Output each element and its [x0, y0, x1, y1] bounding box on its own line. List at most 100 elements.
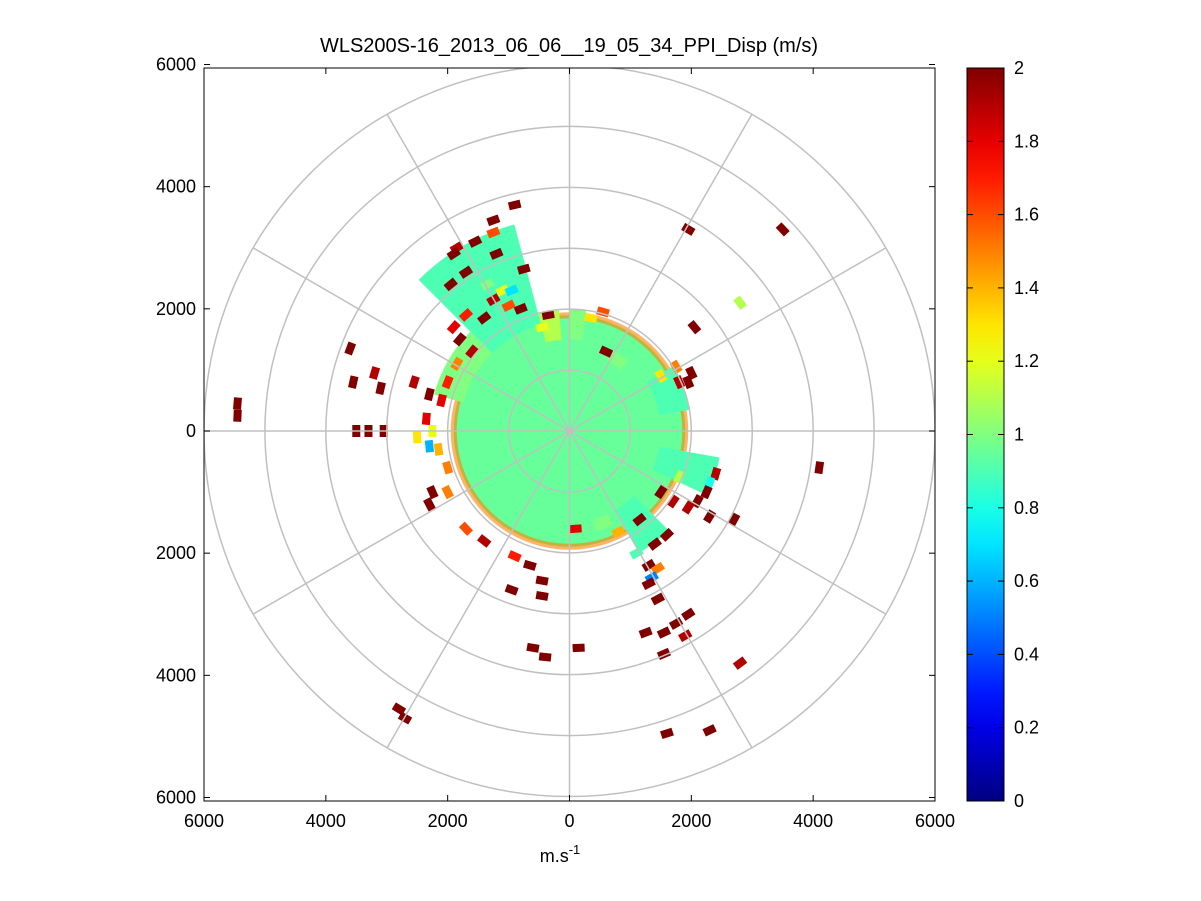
- echo-cell: [535, 590, 549, 601]
- echo-cell: [569, 524, 582, 534]
- echo-cell: [344, 341, 357, 356]
- colorbar-tick-label: 0.4: [1014, 644, 1039, 664]
- echo-cell: [516, 263, 531, 275]
- echo-cell: [433, 442, 444, 456]
- echo-cell: [495, 284, 510, 297]
- echo-cell: [423, 497, 436, 512]
- sector-wedge: [593, 514, 614, 532]
- azimuth-spoke: [386, 430, 571, 749]
- x-axis-label-superscript: -1: [569, 842, 581, 857]
- echo-cell: [669, 359, 683, 375]
- y-tick-label: 2000: [156, 543, 196, 563]
- x-tick-label: 2000: [671, 811, 711, 831]
- y-tick-label: 4000: [156, 177, 196, 197]
- colorbar-tick-label: 0.6: [1014, 571, 1039, 591]
- echo-cell: [700, 484, 713, 500]
- azimuth-spoke: [569, 247, 887, 432]
- axis-ticks: 6000 4000 2000 0 2000 4000 6000 6000 4000 2000 0 20…: [156, 55, 955, 832]
- echo-cell: [458, 307, 474, 322]
- echo-cell: [668, 617, 684, 630]
- echo-cell: [638, 626, 653, 639]
- echo-cell: [424, 439, 435, 453]
- echo-cell: [442, 460, 454, 475]
- echo-cell: [233, 409, 242, 422]
- x-tick-label: 0: [564, 811, 574, 831]
- echo-cell: [477, 311, 492, 325]
- x-tick-label: 6000: [184, 811, 224, 831]
- echo-cell: [659, 527, 675, 542]
- colorbar-tick-label: 1: [1014, 425, 1024, 445]
- echo-cell: [727, 512, 741, 527]
- echo-cell: [710, 466, 722, 481]
- azimuth-spoke: [386, 113, 571, 432]
- echo-cell: [666, 494, 680, 509]
- echo-cell: [632, 512, 647, 527]
- echo-cell: [681, 500, 695, 515]
- y-tick-label: 4000: [156, 665, 196, 685]
- echo-cell: [703, 509, 717, 524]
- echo-cell: [641, 577, 656, 591]
- echo-cell: [465, 344, 479, 359]
- echo-cell: [501, 299, 516, 313]
- x-tick-label: 4000: [793, 811, 833, 831]
- colorbar-gradient: [966, 67, 1005, 802]
- echo-cell: [814, 461, 825, 475]
- echo-cell: [656, 626, 672, 639]
- echo-cell: [233, 397, 242, 410]
- echo-cell: [702, 724, 717, 737]
- x-tick-label: 6000: [915, 811, 955, 831]
- echo-cell: [598, 345, 614, 358]
- echo-cell: [486, 214, 501, 227]
- echo-cell: [682, 375, 695, 390]
- azimuth-spoke: [252, 430, 570, 615]
- echo-cell: [775, 222, 790, 237]
- echo-cell: [412, 430, 422, 444]
- colorbar-tick-label: 2: [1014, 58, 1024, 78]
- echo-cell: [498, 226, 513, 239]
- colorbar-tick-label: 1.6: [1014, 205, 1039, 225]
- x-axis-label: m.s-1: [540, 842, 581, 866]
- colorbar-tick-label: 1.8: [1014, 131, 1039, 151]
- echo-cell: [681, 607, 696, 621]
- echo-cell: [611, 525, 626, 539]
- sector-wedge: [606, 350, 629, 371]
- echo-cell: [504, 284, 519, 297]
- echo-cell: [489, 247, 504, 260]
- echo-cell: [535, 575, 549, 586]
- echo-cell: [408, 375, 420, 390]
- echo-cell: [477, 534, 492, 548]
- echo-cell: [441, 484, 454, 500]
- echo-cell: [629, 546, 644, 560]
- echo-cell: [458, 265, 474, 279]
- echo-cell: [733, 295, 747, 310]
- echo-cell: [446, 247, 461, 261]
- echo-cell: [348, 375, 359, 389]
- y-tick-label: 6000: [156, 788, 196, 808]
- echo-cell: [458, 521, 473, 536]
- echo-cell: [441, 375, 454, 390]
- echo-cell: [654, 368, 668, 384]
- echo-cell: [504, 584, 519, 596]
- echo-cell: [450, 356, 464, 372]
- colorbar-tick-label: 1.4: [1014, 278, 1039, 298]
- echo-cell: [513, 302, 528, 315]
- x-tick-label: 4000: [306, 811, 346, 831]
- echo-cell: [687, 319, 702, 335]
- azimuth-spoke: [568, 430, 753, 749]
- y-tick-label: 6000: [156, 55, 196, 75]
- echo-cell: [391, 702, 407, 716]
- echo-cell: [538, 652, 552, 662]
- echo-cell: [541, 309, 555, 320]
- echo-cell: [452, 332, 467, 347]
- colorbar-tick-label: 0.2: [1014, 718, 1039, 738]
- echo-cell: [507, 199, 522, 211]
- echo-cell: [526, 642, 540, 653]
- echo-cell: [443, 277, 458, 292]
- colorbar-ticks: 0 0.2 0.4 0.6 0.8 1 1.2 1.4 1.6 1.8 2: [967, 58, 1039, 811]
- x-tick-label: 2000: [428, 811, 468, 831]
- echo-cell: [647, 537, 662, 551]
- azimuth-spoke: [568, 113, 753, 432]
- echo-cell: [375, 381, 386, 395]
- colorbar: 0 0.2 0.4 0.6 0.8 1 1.2 1.4 1.6 1.8 2: [966, 58, 1039, 811]
